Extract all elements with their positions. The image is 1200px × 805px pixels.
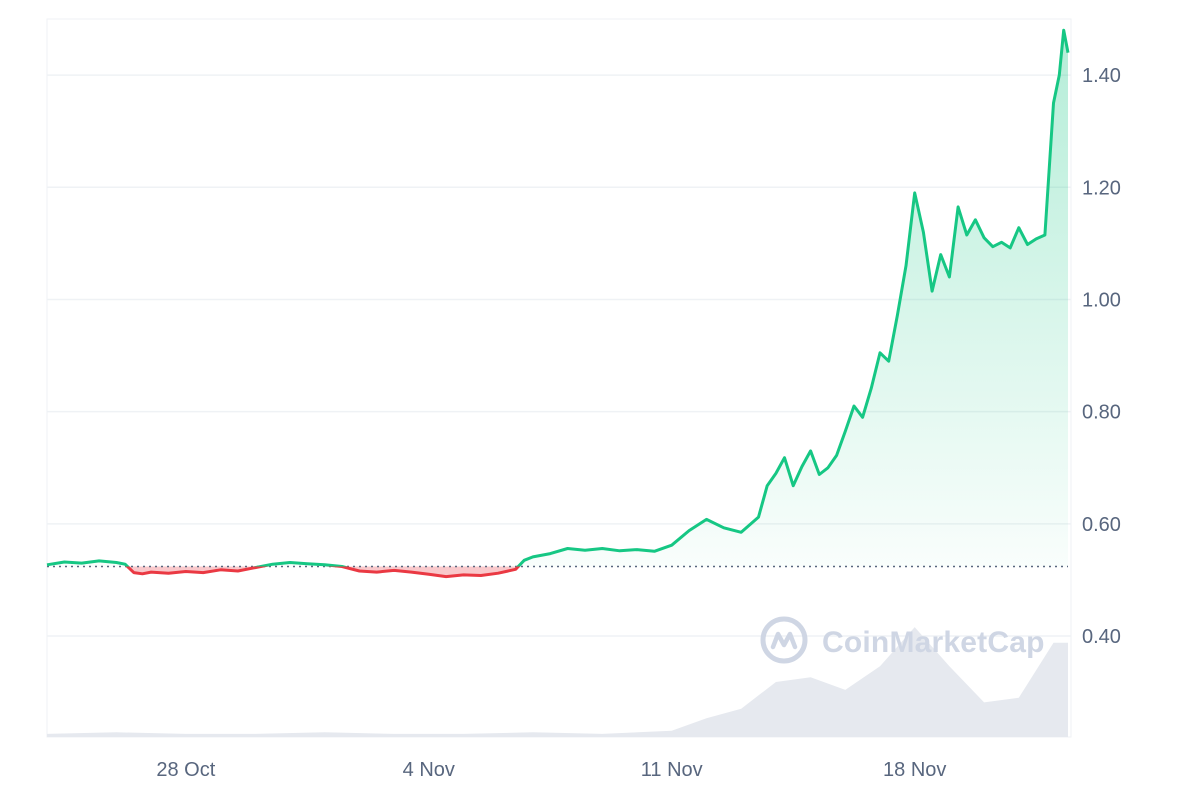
coinmarketcap-logo-icon — [760, 616, 808, 664]
watermark-text: CoinMarketCap — [822, 626, 1045, 659]
price-area — [47, 30, 1068, 577]
y-axis: 0.40 0.60 0.80 1.00 1.20 1.40 — [1082, 65, 1121, 648]
y-tick-label: 0.40 — [1082, 626, 1121, 648]
watermark: CoinMarketCap — [760, 616, 1045, 664]
volume-area — [47, 627, 1068, 737]
x-tick-label: 28 Oct — [156, 759, 215, 781]
x-axis: 28 Oct 4 Nov 11 Nov 18 Nov — [156, 759, 946, 781]
series-line-down — [125, 566, 521, 579]
volume-shape — [47, 627, 1068, 737]
x-tick-label: 4 Nov — [403, 759, 455, 781]
y-tick-label: 0.80 — [1082, 402, 1121, 424]
series-line-up — [46, 28, 1070, 567]
y-tick-label: 0.60 — [1082, 514, 1121, 536]
y-tick-label: 1.20 — [1082, 177, 1121, 199]
x-tick-label: 11 Nov — [641, 759, 703, 781]
price-line — [46, 28, 1070, 579]
area-fill-below — [47, 566, 1068, 577]
y-tick-label: 1.00 — [1082, 289, 1121, 311]
y-tick-label: 1.40 — [1082, 65, 1121, 87]
x-tick-label: 18 Nov — [883, 759, 946, 781]
area-fill-above — [47, 30, 1068, 567]
